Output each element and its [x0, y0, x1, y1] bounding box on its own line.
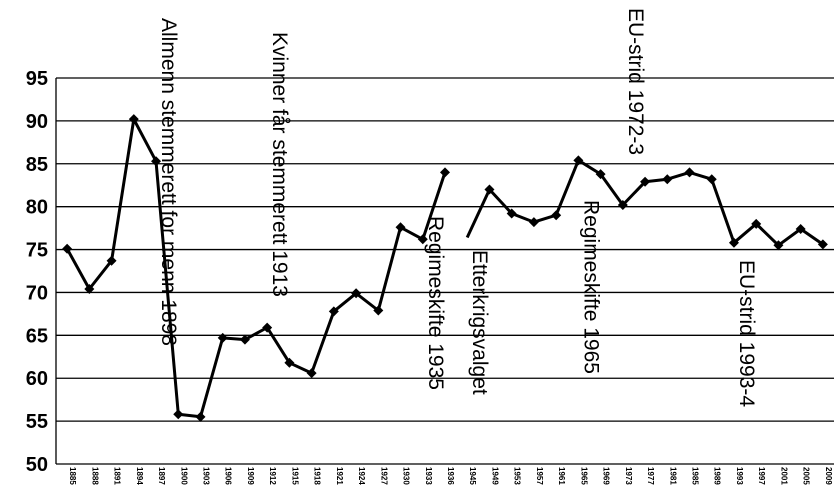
data-point: [484, 184, 495, 195]
annotation-label: Regimeskifte 1935: [424, 216, 447, 390]
data-point: [706, 174, 717, 185]
data-point: [173, 409, 184, 420]
x-tick-label: 1906: [224, 467, 233, 485]
annotation-label: Allmenn stemmerett for menn 1898: [157, 18, 180, 346]
data-point: [595, 169, 606, 180]
data-point: [306, 368, 317, 379]
x-tick-label: 1903: [201, 467, 210, 485]
data-point: [440, 167, 450, 178]
x-tick-label: 1915: [290, 467, 299, 485]
x-tick-label: 1985: [691, 467, 700, 485]
y-tick-label: 70: [26, 282, 48, 304]
data-point: [817, 239, 828, 250]
data-point: [239, 334, 250, 345]
data-point: [195, 411, 206, 422]
y-axis-tick-labels: 50 55 60 65 70 75 80 85 90 95: [26, 68, 48, 476]
x-tick-label: 1977: [646, 467, 655, 485]
data-point: [573, 155, 584, 166]
x-tick-label: 1961: [557, 467, 566, 485]
data-point: [217, 332, 228, 343]
x-axis-tick-labels: 1885 1888 1891 1894 1897 1900 1903 1906 1909 1912…: [68, 467, 833, 485]
x-tick-label: 1894: [135, 467, 144, 485]
data-point: [395, 222, 406, 233]
data-point: [751, 218, 762, 229]
x-tick-label: 1965: [579, 467, 588, 485]
data-point: [617, 199, 628, 210]
y-tick-label: 95: [26, 68, 48, 90]
data-point: [640, 176, 651, 187]
data-point: [795, 223, 806, 234]
series-turnout: [62, 114, 828, 422]
x-tick-label: 2001: [779, 467, 788, 485]
y-tick-label: 50: [26, 454, 48, 476]
data-point: [128, 114, 139, 125]
x-tick-label: 1981: [668, 467, 677, 485]
data-point: [151, 156, 162, 167]
y-tick-label: 60: [26, 368, 48, 390]
data-point: [417, 234, 428, 245]
data-point: [62, 243, 73, 254]
x-tick-label: 1924: [357, 467, 366, 485]
x-tick-label: 1957: [535, 467, 544, 485]
y-tick-label: 75: [26, 240, 48, 262]
x-tick-label: 1989: [713, 467, 722, 485]
x-tick-label: 1900: [179, 467, 188, 485]
series-line-segment: [65, 117, 447, 419]
y-tick-label: 90: [26, 111, 48, 133]
x-tick-label: 1936: [446, 467, 455, 485]
data-point: [262, 322, 273, 333]
annotation-label: Etterkrigsvalget: [468, 250, 491, 395]
data-point: [284, 357, 295, 368]
series-line-segment: [465, 158, 824, 247]
x-tick-label: 1997: [757, 467, 766, 485]
annotation-label: EU-strid 1972-3: [624, 8, 647, 155]
data-point: [84, 284, 95, 295]
x-tick-label: 1891: [113, 467, 122, 485]
annotation-label: Kvinner får stemmerett 1913: [268, 32, 291, 297]
x-tick-label: 1945: [468, 467, 477, 485]
data-point: [351, 288, 362, 299]
data-point: [106, 255, 117, 266]
y-tick-label: 65: [26, 325, 48, 347]
x-tick-label: 1912: [268, 467, 277, 485]
x-tick-label: 1927: [379, 467, 388, 485]
data-point: [773, 240, 784, 251]
data-point: [551, 210, 562, 221]
x-tick-label: 1921: [335, 467, 344, 485]
x-tick-label: 1953: [513, 467, 522, 485]
annotations: Allmenn stemmerett for menn 1898 Kvinner …: [157, 8, 758, 407]
annotation-label: EU-strid 1993-4: [735, 260, 758, 407]
x-tick-label: 2005: [802, 467, 811, 485]
x-tick-label: 1885: [68, 467, 77, 485]
x-tick-label: 1918: [313, 467, 322, 485]
data-point: [506, 208, 517, 219]
x-tick-label: 1973: [624, 467, 633, 485]
data-point: [684, 167, 695, 178]
x-tick-label: 1933: [424, 467, 433, 485]
data-point: [328, 306, 339, 317]
data-point: [728, 237, 739, 248]
x-tick-label: 1969: [602, 467, 611, 485]
data-point: [662, 174, 673, 185]
gridlines: [55, 77, 834, 465]
x-tick-label: 1909: [246, 467, 255, 485]
x-tick-label: 2009: [824, 467, 833, 485]
y-tick-label: 55: [26, 411, 48, 433]
y-tick-label: 85: [26, 154, 48, 176]
data-point: [528, 217, 539, 228]
x-tick-label: 1897: [157, 467, 166, 485]
x-tick-label: 1993: [735, 467, 744, 485]
y-tick-label: 80: [26, 197, 48, 219]
x-tick-label: 1888: [90, 467, 99, 485]
x-tick-label: 1949: [490, 467, 499, 485]
annotation-label: Regimeskifte 1965: [579, 200, 602, 374]
x-tick-label: 1930: [402, 467, 411, 485]
data-point: [373, 305, 384, 316]
